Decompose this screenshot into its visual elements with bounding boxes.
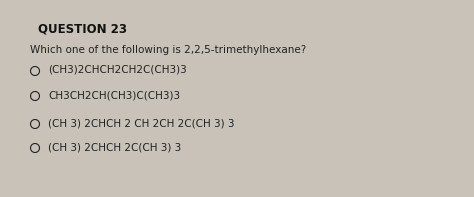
Text: CH3CH2CH(CH3)C(CH3)3: CH3CH2CH(CH3)C(CH3)3 (48, 90, 180, 100)
Text: (CH 3) 2CHCH 2C(CH 3) 3: (CH 3) 2CHCH 2C(CH 3) 3 (48, 142, 181, 152)
Text: (CH3)2CHCH2CH2C(CH3)3: (CH3)2CHCH2CH2C(CH3)3 (48, 65, 187, 75)
Text: (CH 3) 2CHCH 2 CH 2CH 2C(CH 3) 3: (CH 3) 2CHCH 2 CH 2CH 2C(CH 3) 3 (48, 118, 235, 128)
Text: QUESTION 23: QUESTION 23 (38, 22, 127, 35)
Text: Which one of the following is 2,2,5-trimethylhexane?: Which one of the following is 2,2,5-trim… (30, 45, 306, 55)
